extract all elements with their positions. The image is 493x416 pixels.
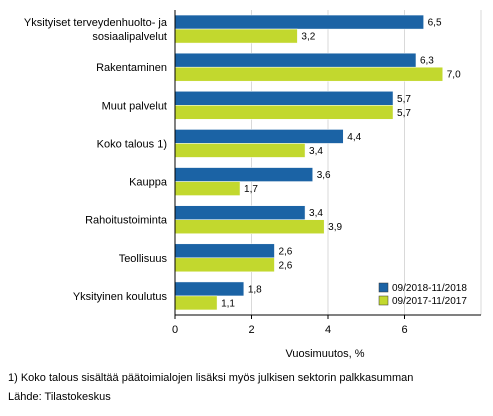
category-label: Rahoitustoiminta xyxy=(85,215,168,227)
category-label: Yksityiset terveydenhuolto- ja xyxy=(24,17,168,29)
legend: 09/2018-11/2018 09/2017-11/2017 xyxy=(378,282,467,307)
legend-swatch xyxy=(378,295,389,306)
category-label: Koko talous 1) xyxy=(97,138,167,150)
data-label: 3,4 xyxy=(309,146,323,157)
bar-series2 xyxy=(174,143,306,158)
bar-series1 xyxy=(174,91,394,106)
data-label: 5,7 xyxy=(397,94,411,105)
bar-series2 xyxy=(174,181,241,196)
x-axis-title: Vuosimuutos, % xyxy=(285,348,364,360)
category-labels: Yksityiset terveydenhuolto- ja sosiaalipa… xyxy=(24,17,168,303)
data-label: 6,5 xyxy=(428,18,442,29)
bar-series1 xyxy=(174,205,306,220)
bar-series1 xyxy=(174,129,344,144)
bar-series1 xyxy=(174,281,245,297)
bar-series2 xyxy=(174,105,394,120)
x-axis: 0 2 4 6 xyxy=(172,10,481,336)
data-label: 3,6 xyxy=(317,170,331,181)
data-label: 1,1 xyxy=(221,298,235,309)
x-tick-label: 6 xyxy=(401,324,407,336)
bar-series2 xyxy=(174,28,298,44)
category-label: Kauppa xyxy=(129,177,168,189)
category-label: Yksityinen koulutus xyxy=(73,291,168,303)
legend-label: 09/2017-11/2017 xyxy=(392,296,467,307)
source-note: Lähde: Tilastokeskus xyxy=(8,391,111,403)
data-label: 3,9 xyxy=(328,222,342,233)
data-label: 2,6 xyxy=(278,246,292,257)
data-label: 7,0 xyxy=(447,70,461,81)
data-label: 1,8 xyxy=(248,284,262,295)
data-label: 1,7 xyxy=(244,184,258,195)
bar-series2 xyxy=(174,295,218,311)
legend-label: 09/2018-11/2018 xyxy=(392,283,467,294)
category-label: sosiaalipalvelut xyxy=(92,31,167,43)
x-tick-label: 0 xyxy=(172,324,178,336)
bars xyxy=(174,14,443,311)
bar-series1 xyxy=(174,167,313,182)
x-tick-label: 4 xyxy=(325,324,331,336)
data-label: 3,2 xyxy=(301,32,315,43)
bar-series1 xyxy=(174,243,275,259)
data-label: 5,7 xyxy=(397,108,411,119)
bar-series2 xyxy=(174,257,275,273)
value-labels: 6,5 3,2 6,3 7,0 5,7 5,7 4,4 3,4 3,6 1,7 3,4 3,9 2,6 2… xyxy=(221,18,461,310)
bar-series2 xyxy=(174,66,443,82)
bar-series1 xyxy=(174,14,424,30)
data-label: 3,4 xyxy=(309,208,323,219)
category-label: Muut palvelut xyxy=(102,100,167,112)
x-tick-label: 2 xyxy=(248,324,254,336)
data-label: 2,6 xyxy=(278,260,292,271)
bar-series1 xyxy=(174,52,417,68)
footnote: 1) Koko talous sisältää päätoimialojen l… xyxy=(8,372,414,384)
data-label: 6,3 xyxy=(420,56,434,67)
legend-swatch xyxy=(378,282,389,293)
bar-chart: Yksityiset terveydenhuolto- ja sosiaalipa… xyxy=(24,10,482,360)
data-label: 4,4 xyxy=(347,132,361,143)
bar-series2 xyxy=(174,219,325,234)
category-label: Teollisuus xyxy=(119,253,168,265)
category-label: Rakentaminen xyxy=(96,62,167,74)
